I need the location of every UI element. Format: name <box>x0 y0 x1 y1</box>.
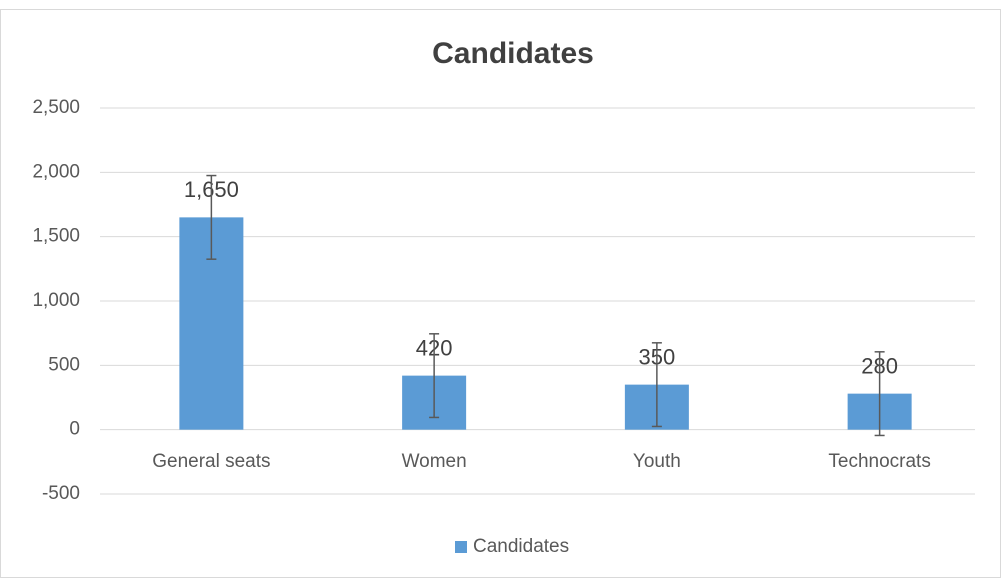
error-bar <box>874 351 885 437</box>
y-tick-label: 2,500 <box>32 97 80 118</box>
error-bar <box>651 342 662 428</box>
y-tick-label: 500 <box>48 354 80 375</box>
x-tick-label: Youth <box>633 451 681 472</box>
legend-label: Candidates <box>473 536 569 557</box>
y-tick-label: 1,000 <box>32 290 80 311</box>
y-tick-label: 0 <box>69 419 80 440</box>
y-tick-label: 2,000 <box>32 161 80 182</box>
error-bar <box>206 174 217 260</box>
legend-swatch <box>455 541 467 553</box>
x-tick-label: Technocrats <box>828 451 930 472</box>
y-tick-label: 1,500 <box>32 226 80 247</box>
error-bar <box>429 333 440 419</box>
chart-title: Candidates <box>432 37 594 70</box>
x-tick-label: General seats <box>152 451 270 472</box>
y-tick-label: -500 <box>42 483 80 504</box>
x-tick-label: Women <box>402 451 467 472</box>
chart-border <box>0 9 1001 578</box>
